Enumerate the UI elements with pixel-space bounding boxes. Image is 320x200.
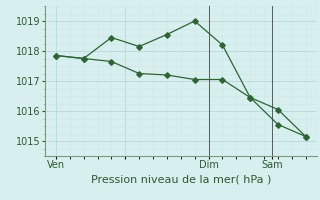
X-axis label: Pression niveau de la mer( hPa ): Pression niveau de la mer( hPa )	[91, 174, 271, 184]
